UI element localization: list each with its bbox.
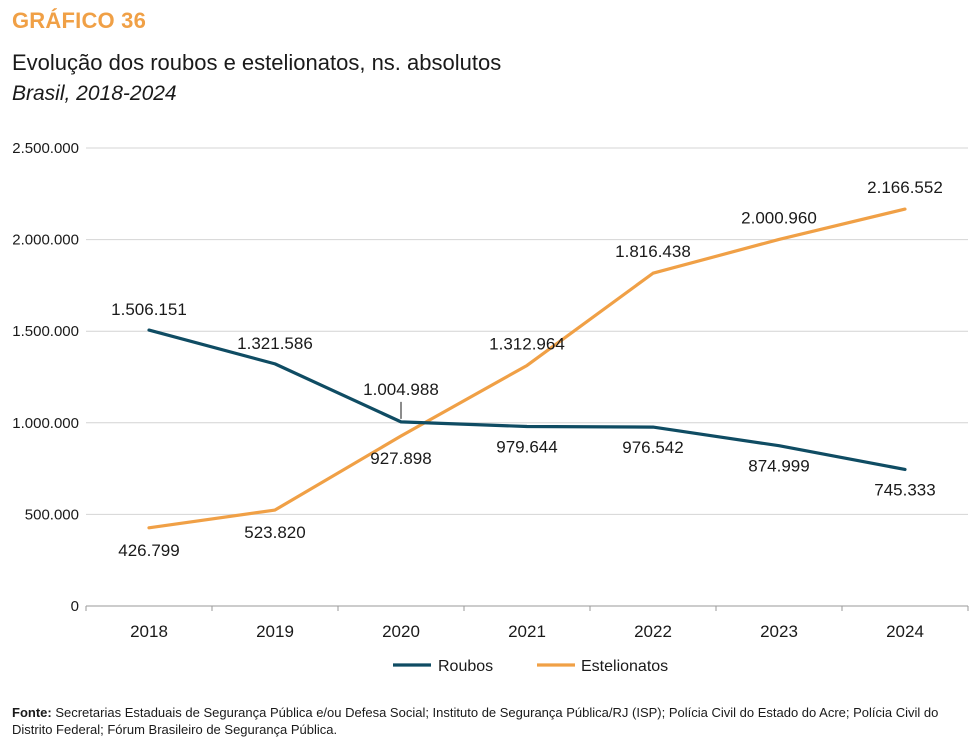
y-axis: 0 500.000 1.000.000 1.500.000 2.000.000 2.500… xyxy=(12,140,79,615)
series-lines xyxy=(147,207,907,530)
source-note: Fonte: Secretarias Estaduais de Seguranç… xyxy=(12,704,967,738)
y-tick-label: 2.500.000 xyxy=(12,140,79,157)
data-labels: 1.506.151 1.321.586 1.004.988 979.644 976.54… xyxy=(111,178,943,560)
line-chart: 0 500.000 1.000.000 1.500.000 2.000.000 2.500… xyxy=(12,140,969,675)
y-tick-label: 0 xyxy=(71,598,79,615)
x-tick-label: 2019 xyxy=(256,622,294,641)
data-label-roubos: 976.542 xyxy=(622,438,683,457)
source-text: Secretarias Estaduais de Segurança Públi… xyxy=(12,705,939,737)
data-label-roubos: 1.004.988 xyxy=(363,380,439,399)
x-tick-label: 2023 xyxy=(760,622,798,641)
data-label-roubos: 979.644 xyxy=(496,438,557,457)
data-label-estelionatos: 523.820 xyxy=(244,523,305,542)
source-label: Fonte: xyxy=(12,705,52,720)
legend-label-roubos: Roubos xyxy=(438,658,493,675)
x-tick-label: 2021 xyxy=(508,622,546,641)
chart-kicker: GRÁFICO 36 xyxy=(12,8,147,33)
y-tick-label: 500.000 xyxy=(25,506,79,523)
data-label-roubos: 1.321.586 xyxy=(237,334,313,353)
x-tick-label: 2020 xyxy=(382,622,420,641)
x-tick-label: 2018 xyxy=(130,622,168,641)
chart-title: Evolução dos roubos e estelionatos, ns. … xyxy=(12,50,502,75)
y-tick-label: 2.000.000 xyxy=(12,232,79,249)
data-label-roubos: 1.506.151 xyxy=(111,300,187,319)
x-axis: 2018 2019 2020 2021 2022 2023 2024 xyxy=(85,606,969,641)
series-line-estelionatos xyxy=(147,207,907,530)
series-line-roubos xyxy=(147,328,907,472)
data-label-estelionatos: 1.816.438 xyxy=(615,242,691,261)
data-label-estelionatos: 2.166.552 xyxy=(867,178,943,197)
y-tick-label: 1.000.000 xyxy=(12,415,79,432)
x-tick-label: 2024 xyxy=(886,622,924,641)
data-label-estelionatos: 927.898 xyxy=(370,449,431,468)
data-label-roubos: 874.999 xyxy=(748,457,809,476)
grid-lines xyxy=(86,147,968,607)
data-label-roubos: 745.333 xyxy=(874,480,935,499)
chart-subtitle: Brasil, 2018-2024 xyxy=(12,82,177,105)
data-label-estelionatos: 2.000.960 xyxy=(741,208,817,227)
y-tick-label: 1.500.000 xyxy=(12,323,79,340)
x-tick-label: 2022 xyxy=(634,622,672,641)
data-label-estelionatos: 426.799 xyxy=(118,541,179,560)
legend-label-estelionatos: Estelionatos xyxy=(581,658,668,675)
data-label-estelionatos: 1.312.964 xyxy=(489,334,565,353)
legend: Roubos Estelionatos xyxy=(393,658,668,675)
